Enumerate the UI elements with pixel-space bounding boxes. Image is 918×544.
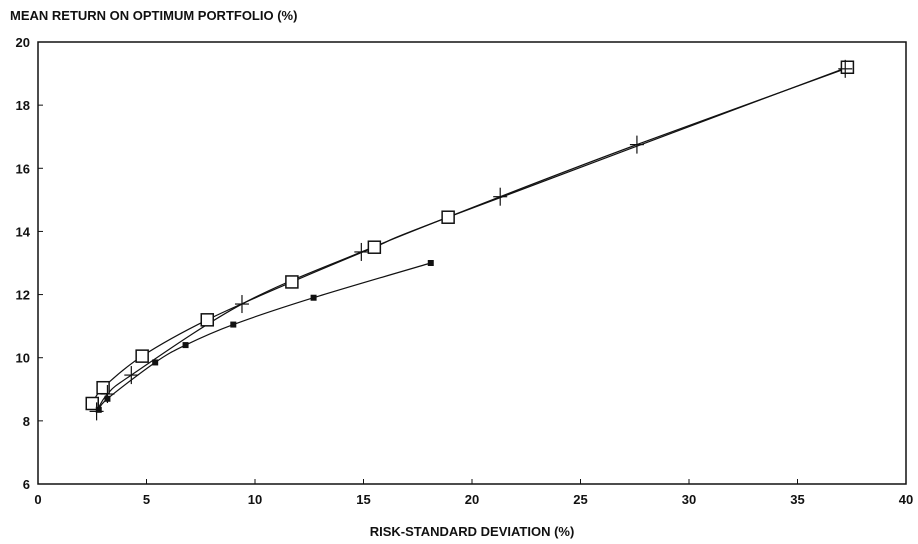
y-tick-label: 20 — [16, 35, 30, 50]
plus-point — [838, 59, 853, 78]
plus-point — [234, 295, 249, 314]
open-square-point — [840, 60, 855, 75]
plus-point — [629, 135, 644, 154]
series-line-2 — [96, 68, 846, 412]
x-tick-label: 30 — [682, 492, 696, 507]
plus-point — [354, 242, 369, 261]
chart-title: MEAN RETURN ON OPTIMUM PORTFOLIO (%) — [10, 8, 297, 23]
filled-square-point — [104, 395, 111, 402]
series-line-3 — [98, 262, 431, 411]
x-axis-label: RISK-STANDARD DEVIATION (%) — [370, 524, 575, 539]
filled-square-point — [152, 359, 159, 366]
y-tick-label: 8 — [23, 414, 30, 429]
x-tick-label: 40 — [899, 492, 913, 507]
x-tick-label: 5 — [143, 492, 150, 507]
x-tick-label: 25 — [573, 492, 587, 507]
series-lines — [91, 66, 848, 412]
axis-ticks: 0 5 10 15 20 25 30 35 40 6 8 10 12 14 16 18 20 — [16, 35, 914, 507]
series-markers — [85, 59, 855, 421]
x-tick-label: 35 — [790, 492, 804, 507]
open-square-point — [200, 313, 215, 327]
open-square-point — [441, 210, 455, 224]
x-tick-label: 10 — [248, 492, 262, 507]
y-tick-label: 6 — [23, 477, 30, 492]
open-square-point — [367, 240, 382, 254]
filled-square-point — [310, 294, 317, 301]
filled-square-point — [95, 406, 102, 413]
open-square-point — [85, 396, 99, 411]
y-tick-label: 18 — [16, 98, 30, 113]
plus-point — [493, 187, 508, 206]
y-tick-label: 14 — [16, 224, 31, 239]
filled-square-point — [182, 342, 189, 349]
x-tick-label: 20 — [465, 492, 479, 507]
y-tick-label: 16 — [16, 161, 30, 176]
x-tick-label: 15 — [356, 492, 370, 507]
series-line-1 — [91, 66, 848, 404]
plot-area-frame — [37, 41, 907, 485]
y-tick-label: 12 — [16, 288, 30, 303]
open-square-point — [285, 275, 299, 289]
filled-square-point — [230, 321, 237, 328]
open-square-point — [135, 349, 149, 363]
x-tick-label: 0 — [34, 492, 41, 507]
y-tick-label: 10 — [16, 351, 30, 366]
filled-square-point — [427, 260, 434, 266]
plus-point — [124, 366, 139, 385]
